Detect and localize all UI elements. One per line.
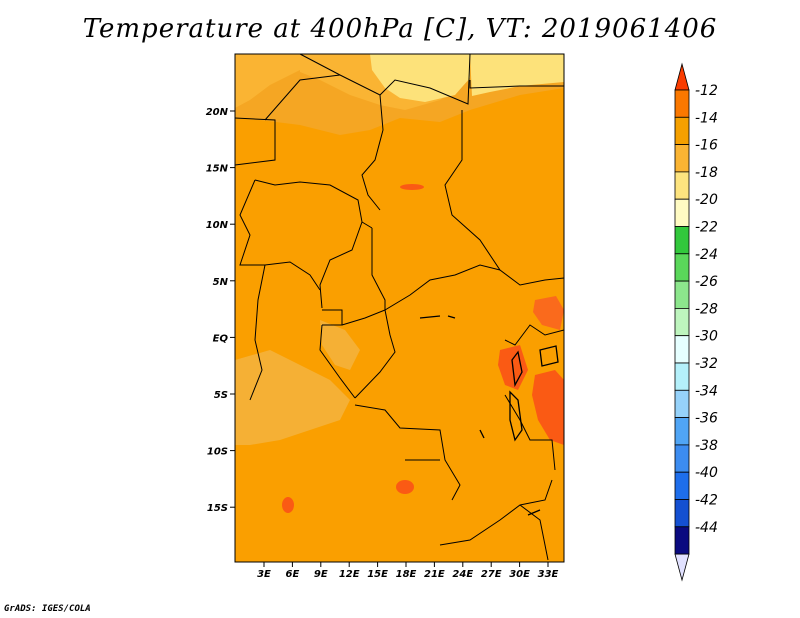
lat-tick-label: 5S: [214, 390, 228, 401]
temperature-spot-southwest: [282, 497, 294, 513]
temperature-region-northwest-light: [235, 54, 300, 108]
colorbar-segment: [674, 417, 690, 446]
colorbar-label: -12: [695, 83, 718, 99]
lon-tick-label: 33E: [538, 569, 559, 580]
colorbar-segment: [674, 499, 690, 528]
colorbar-segment: [674, 171, 690, 200]
colorbar-segment: [674, 362, 690, 391]
temperature-spot-central-north: [400, 184, 424, 190]
colorbar-label: -24: [695, 247, 718, 263]
colorbar-segment: [674, 253, 690, 282]
temperature-region-northeast-pale: [470, 54, 564, 96]
colorbar-bottom-arrow: [674, 553, 690, 582]
latitude-axis: 20N 15N 10N 5N EQ 5S 10S 15S: [206, 107, 235, 514]
colorbar-label: -44: [695, 520, 718, 536]
colorbar-segment: [674, 280, 690, 309]
lon-tick-label: 6E: [286, 569, 300, 580]
colorbar-label: -40: [695, 465, 718, 481]
colorbar-segment: [674, 471, 690, 500]
colorbar-label: -30: [695, 329, 718, 345]
colorbar-segment: [674, 198, 690, 227]
lat-tick-label: 5N: [213, 277, 229, 288]
lat-tick-label: 20N: [206, 107, 229, 118]
lon-tick-label: 12E: [339, 569, 360, 580]
colorbar-label: -38: [695, 438, 718, 454]
lat-tick-label: 10N: [206, 220, 229, 231]
colorbar-label: -36: [695, 411, 718, 427]
lon-tick-label: 24E: [452, 569, 473, 580]
colorbar-segment: [674, 89, 690, 118]
colorbar-label: -16: [695, 138, 718, 154]
longitude-axis: 3E 6E 9E 12E 15E 18E 21E 24E 27E 30E 33E: [257, 562, 559, 580]
colorbar-segment: [674, 226, 690, 255]
credit-label: GrADS: IGES/COLA: [4, 604, 91, 614]
colorbar-segment: [674, 389, 690, 418]
colorbar-label: -14: [695, 110, 718, 126]
colorbar-top-arrow: [674, 62, 690, 91]
lon-tick-label: 15E: [367, 569, 388, 580]
colorbar-label: -42: [695, 493, 718, 509]
colorbar-label: -34: [695, 383, 718, 399]
temperature-region-coast-light: [320, 320, 360, 370]
colorbar-segment: [674, 116, 690, 146]
colorbar-segment: [674, 526, 690, 555]
lat-tick-label: 15S: [207, 503, 228, 514]
colorbar: -12 -14 -16 -18 -20 -22 -24 -26 -28 -30 -32 -34 -36 -…: [674, 62, 718, 582]
lat-tick-label: EQ: [213, 333, 229, 344]
lon-tick-label: 18E: [396, 569, 417, 580]
colorbar-label: -32: [695, 356, 718, 372]
lon-tick-label: 27E: [481, 569, 502, 580]
lon-tick-label: 30E: [509, 569, 530, 580]
colorbar-label: -28: [695, 301, 718, 317]
map-background: [235, 54, 564, 562]
chart-title: Temperature at 400hPa [C], VT: 201906140…: [82, 14, 718, 44]
colorbar-label: -26: [695, 274, 718, 290]
lakes: [419, 315, 559, 516]
colorbar-label: -22: [695, 220, 718, 236]
colorbar-label: -18: [695, 165, 718, 181]
lat-tick-label: 10S: [207, 447, 228, 458]
lon-tick-label: 9E: [314, 569, 328, 580]
temperature-region-west-light: [235, 350, 350, 445]
colorbar-segment: [674, 307, 690, 337]
temperature-region-lake-warm: [533, 296, 564, 330]
colorbar-label: -20: [695, 192, 718, 208]
lon-tick-label: 3E: [257, 569, 271, 580]
colorbar-segment: [674, 335, 690, 364]
colorbar-segment: [674, 444, 690, 473]
temperature-region-east-warm: [532, 370, 564, 445]
map-frame: [234, 53, 565, 563]
lat-tick-label: 15N: [206, 164, 229, 175]
temperature-spot-south: [396, 480, 414, 494]
colorbar-segment: [674, 144, 690, 173]
lon-tick-label: 21E: [424, 569, 445, 580]
temperature-region-north-pale: [370, 54, 470, 102]
country-borders: [234, 53, 565, 561]
